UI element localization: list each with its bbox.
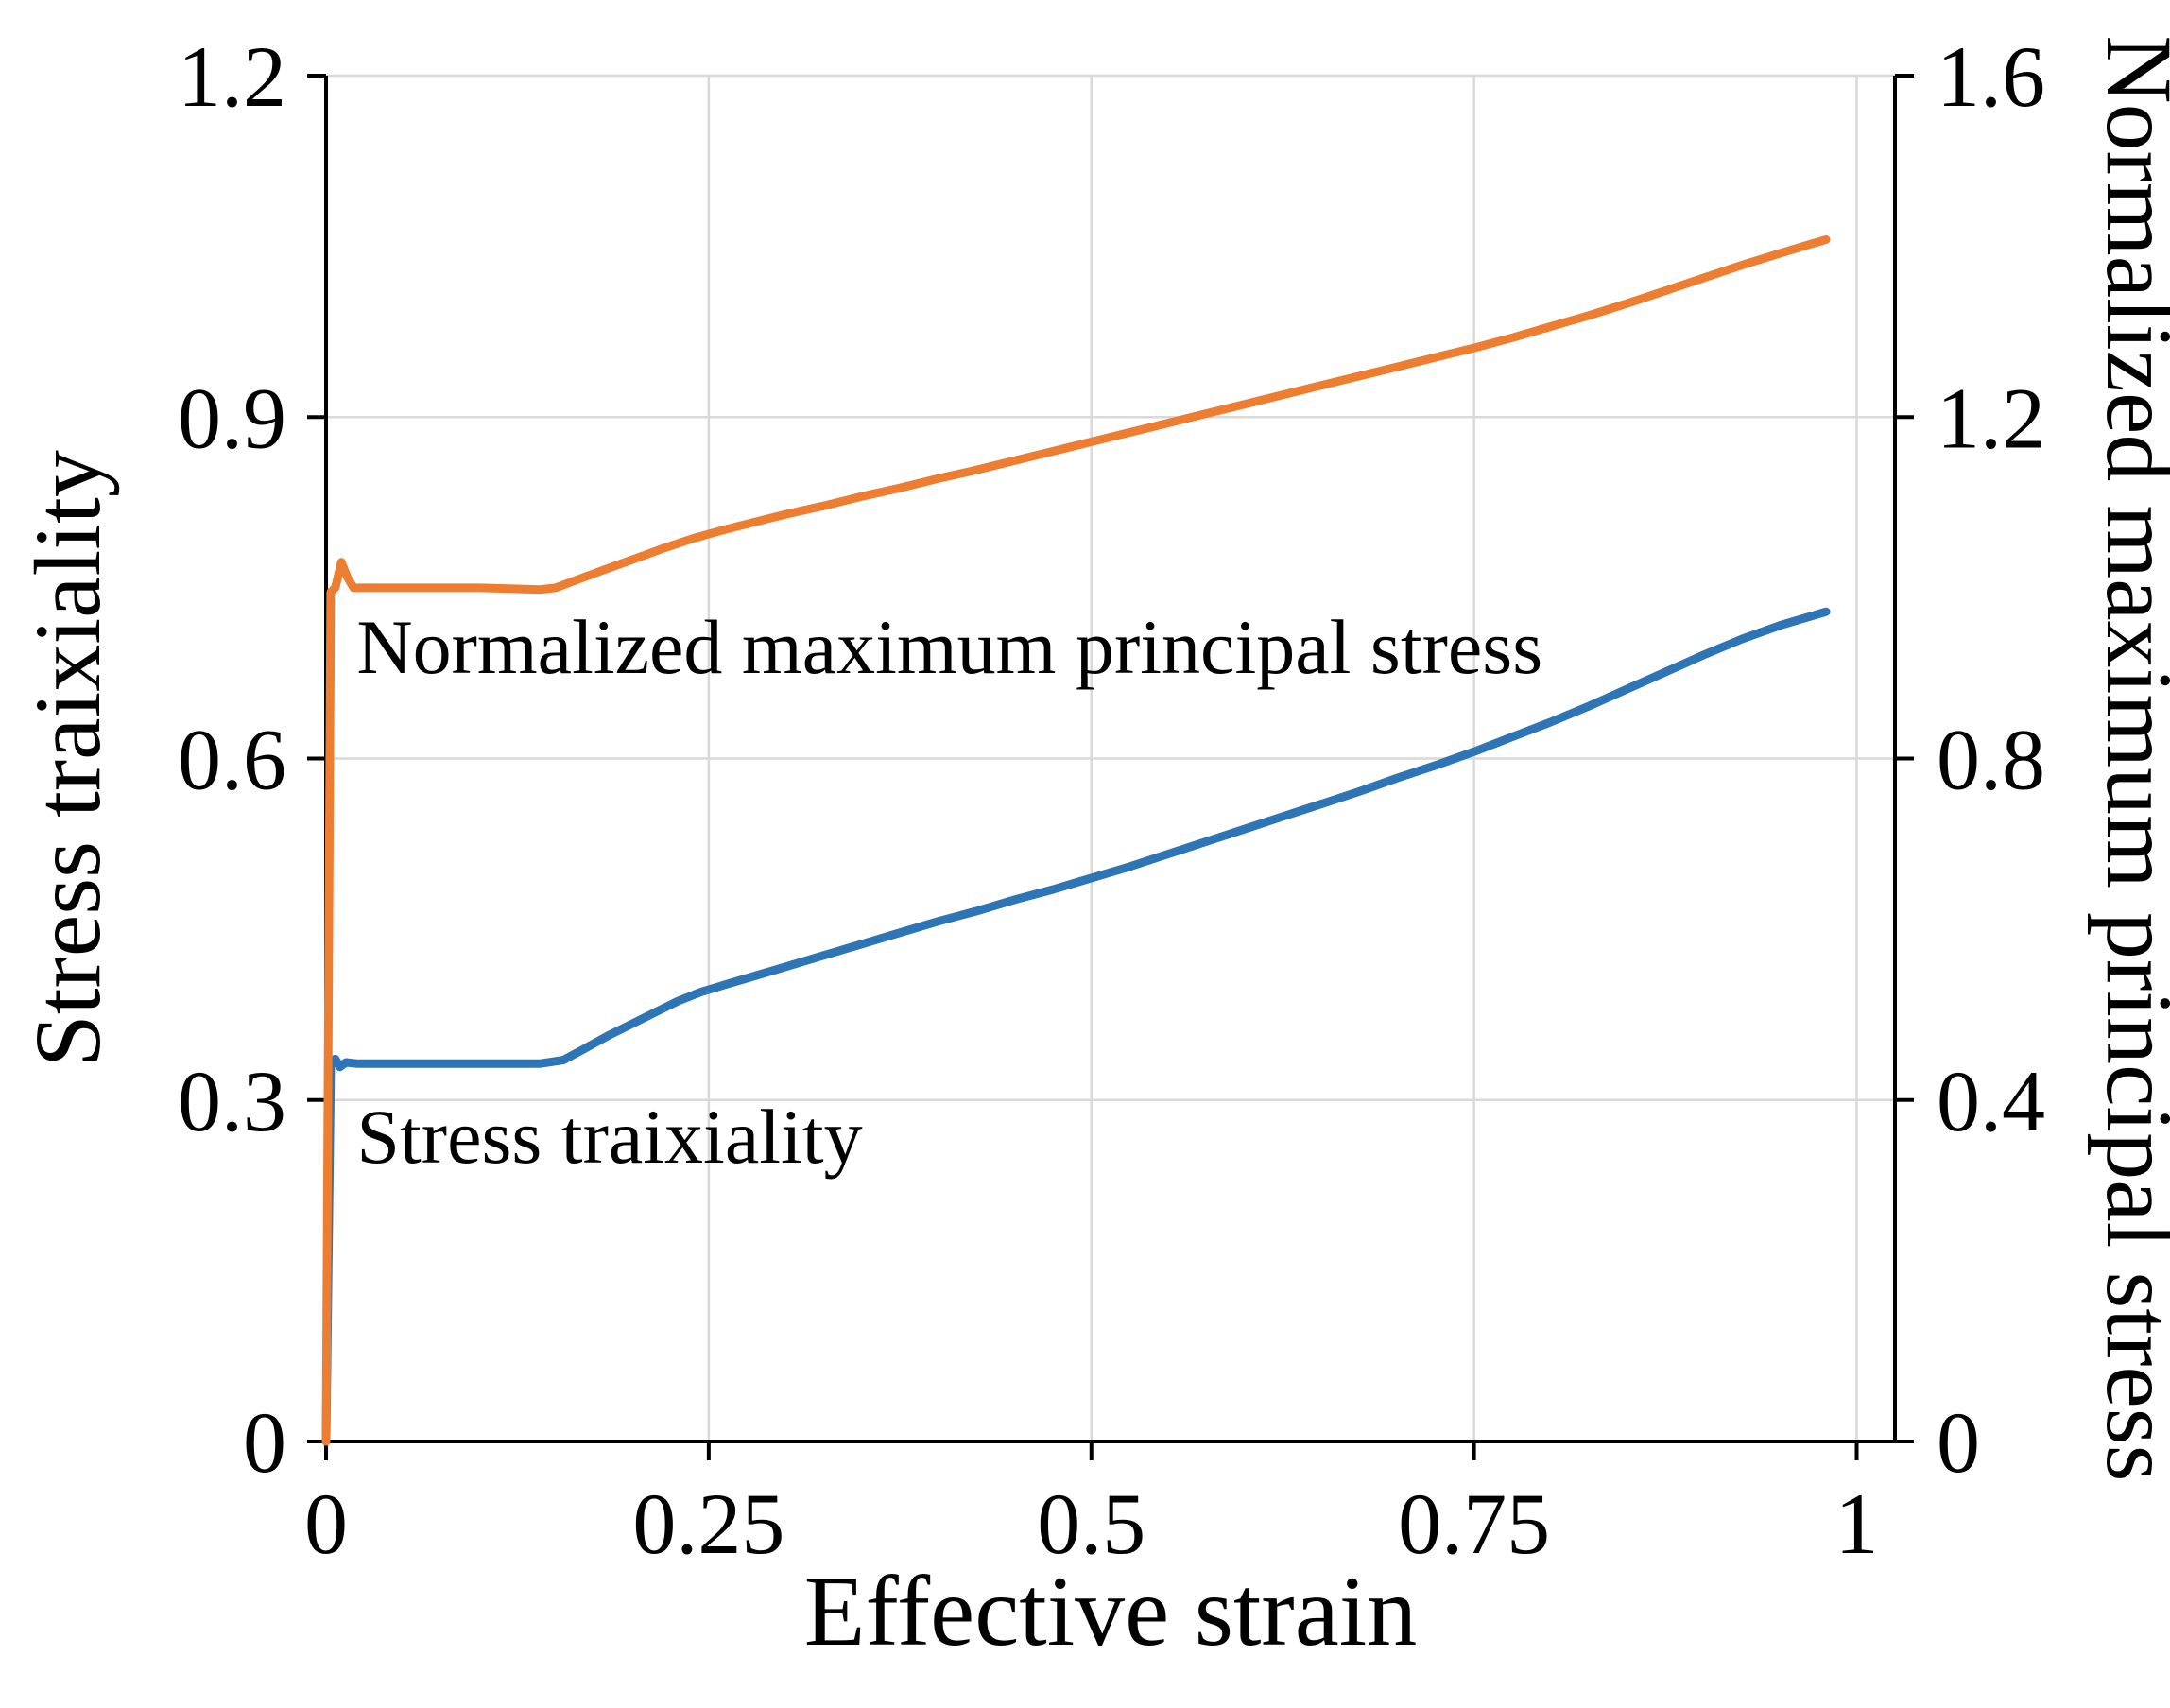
left-axis-tick-label: 0.6 [178, 712, 286, 808]
left-axis-tick-label: 0.3 [178, 1053, 286, 1149]
x-axis-title: Effective strain [804, 1556, 1417, 1666]
x-axis-tick-label: 0 [304, 1475, 348, 1572]
annotation-label: Normalized maximum principal stress [356, 604, 1542, 690]
series-normalized-max-principal-stress [321, 234, 1831, 1446]
x-axis-tick-label: 0.75 [1398, 1475, 1550, 1572]
right-axis-tick-label: 0 [1937, 1394, 1980, 1491]
left-axis-title: Stress traixiality [15, 450, 120, 1067]
left-axis-tick-label: 0.9 [178, 370, 286, 466]
x-axis-tick-label: 1 [1835, 1475, 1879, 1572]
right-axis-title: Normalized maximum principal stress [2087, 35, 2170, 1481]
right-axis-tick-label: 1.2 [1937, 370, 2045, 466]
x-axis-tick-label: 0.25 [632, 1475, 784, 1572]
series-stress-triaxiality [321, 607, 1831, 1446]
left-axis-tick-label: 1.2 [178, 28, 286, 125]
annotation-label: Stress traixiality [356, 1094, 862, 1180]
left-axis-tick-label: 0 [243, 1394, 286, 1491]
right-axis-tick-label: 0.8 [1937, 712, 2045, 808]
right-axis-tick-label: 0.4 [1937, 1053, 2045, 1149]
x-axis-tick-label: 0.5 [1037, 1475, 1145, 1572]
right-axis-tick-label: 1.6 [1937, 28, 2045, 125]
